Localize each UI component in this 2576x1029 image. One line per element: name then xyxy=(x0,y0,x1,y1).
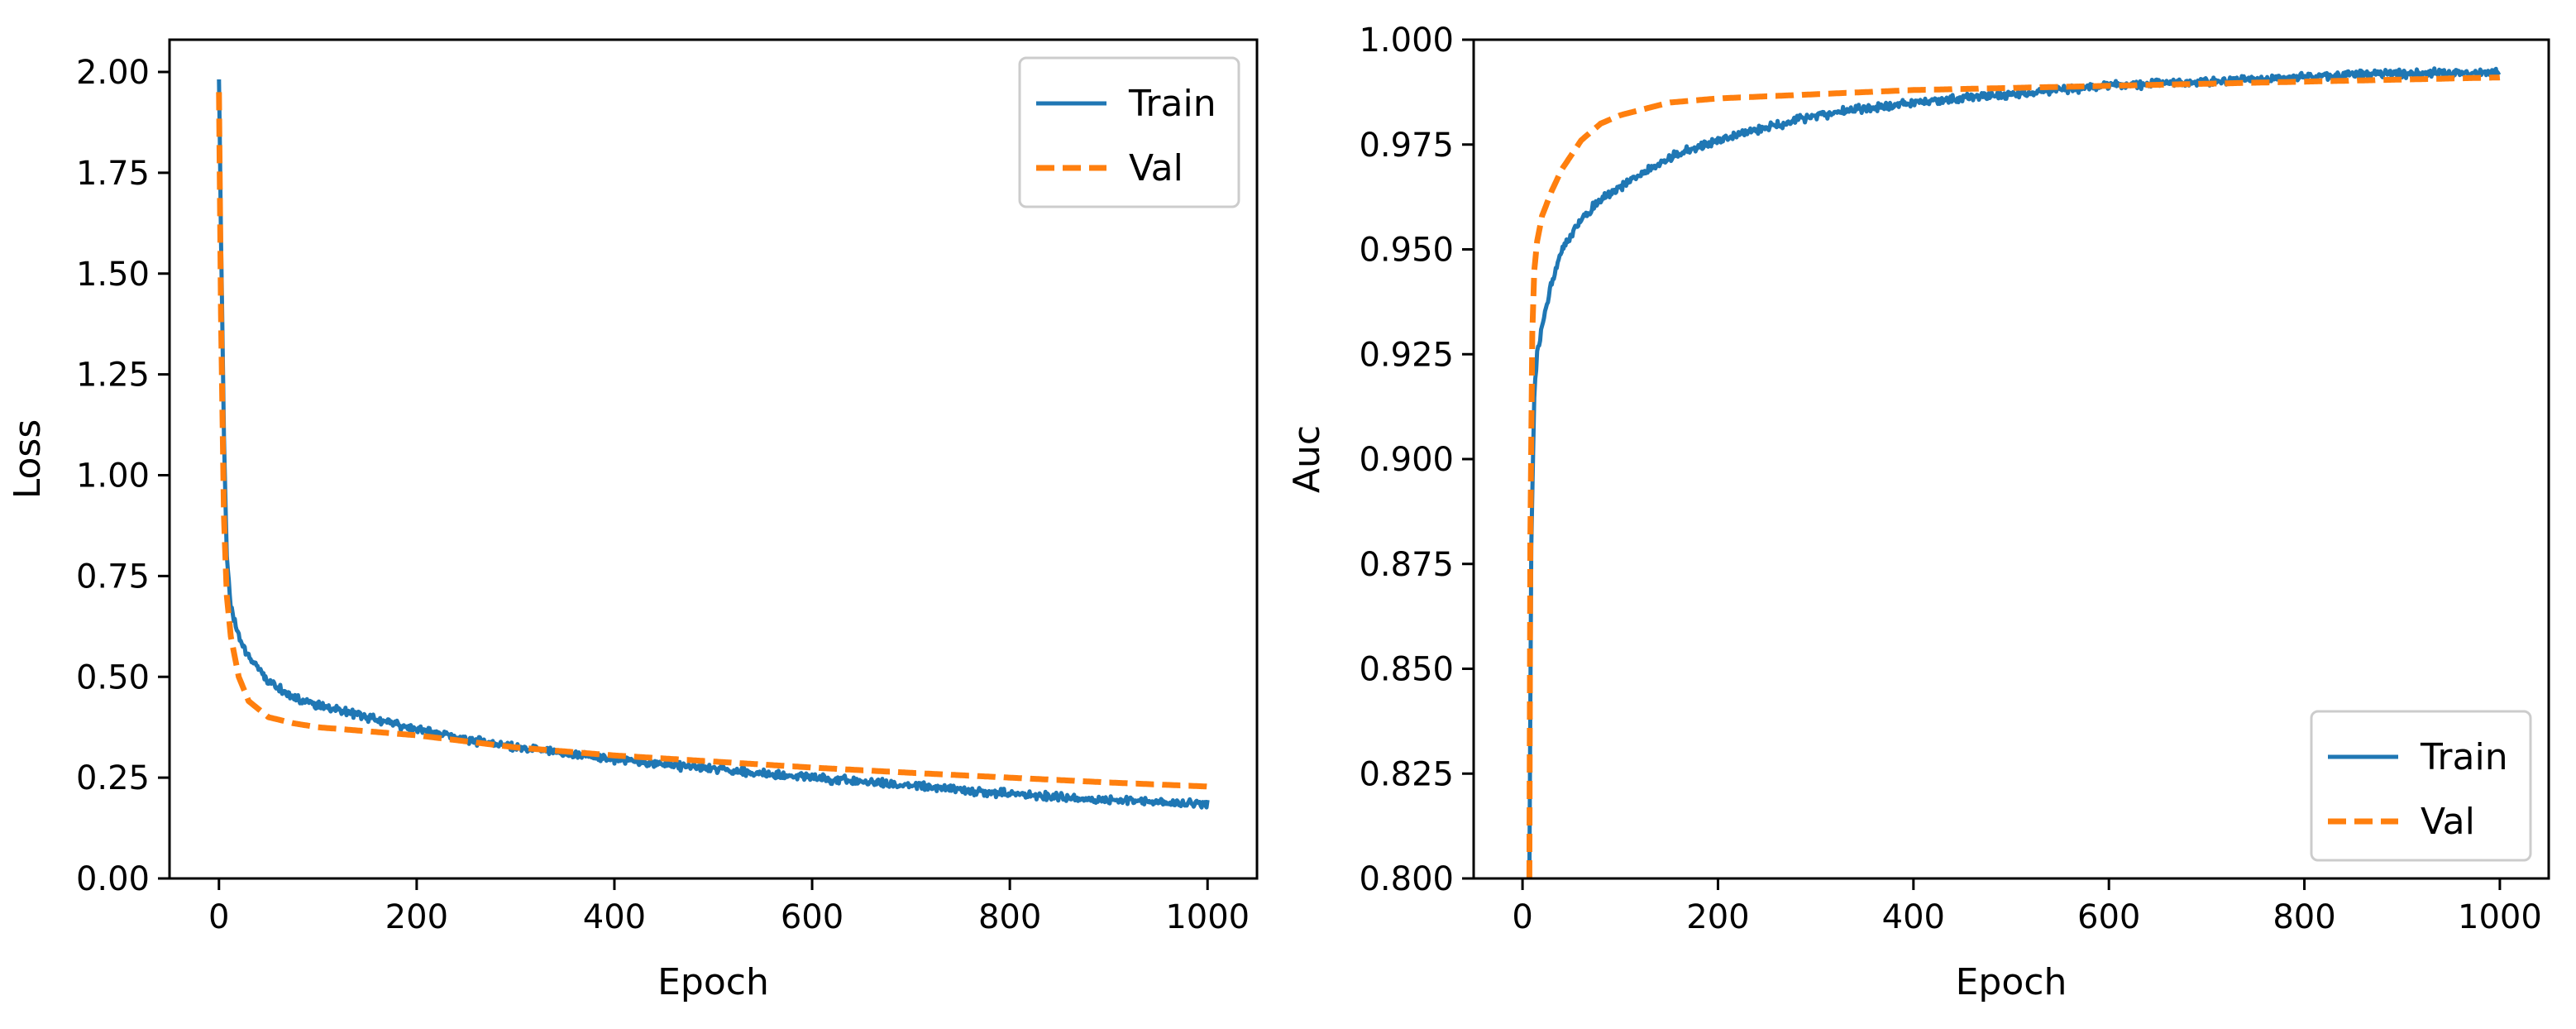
x-tick-label: 400 xyxy=(583,898,646,936)
x-axis-title: Epoch xyxy=(657,961,769,1003)
y-axis-title: Auc xyxy=(1286,425,1328,493)
x-tick-label: 0 xyxy=(1512,898,1532,936)
axes-frame xyxy=(168,38,1259,880)
x-tick-label: 600 xyxy=(781,898,844,936)
y-tick-label: 1.75 xyxy=(76,155,150,193)
y-tick-label: 0.900 xyxy=(1359,441,1454,479)
y-tick-label: 0.25 xyxy=(76,759,150,797)
y-tick-label: 1.50 xyxy=(76,256,150,294)
series-line-train xyxy=(217,79,1210,810)
legend-label-train: Train xyxy=(2420,736,2508,778)
y-tick-label: 0.75 xyxy=(76,558,150,596)
y-tick-label: 0.950 xyxy=(1359,232,1454,270)
plot-area xyxy=(1526,66,2502,878)
x-tick-label: 400 xyxy=(1882,898,1945,936)
y-tick-label: 0.825 xyxy=(1359,755,1454,793)
x-tick-label: 1000 xyxy=(1165,898,1250,936)
y-tick-label: 0.850 xyxy=(1359,651,1454,689)
legend: Train Val xyxy=(2310,710,2532,862)
y-tick-label: 0.925 xyxy=(1359,336,1454,374)
plot-area xyxy=(216,79,1210,810)
legend-label-val: Val xyxy=(1129,147,1183,189)
y-tick-label: 1.00 xyxy=(76,457,150,495)
x-tick-label: 1000 xyxy=(2458,898,2542,936)
chart-0: 0 200 400 600 800 1000 0.00 0.25 0.50 0.75 1.00 1.2… xyxy=(7,38,1259,1003)
chart-1: 0 200 400 600 800 1000 0.800 0.825 0.850 0.875 0.9… xyxy=(1286,22,2550,1003)
y-tick-label: 1.25 xyxy=(76,357,150,395)
y-tick-label: 2.00 xyxy=(76,54,150,92)
y-tick-label: 0.00 xyxy=(76,860,150,898)
x-tick-label: 200 xyxy=(385,898,448,936)
series-line-val xyxy=(1526,74,2502,878)
y-axis-title: Loss xyxy=(7,419,49,500)
y-tick-label: 0.975 xyxy=(1359,127,1454,165)
x-tick-label: 600 xyxy=(2077,898,2140,936)
series-line-train xyxy=(1527,66,2502,878)
y-tick-label: 0.50 xyxy=(76,658,150,696)
x-tick-label: 800 xyxy=(978,898,1041,936)
x-axis-title: Epoch xyxy=(1956,961,2067,1003)
y-tick-label: 0.875 xyxy=(1359,546,1454,584)
series-line-val xyxy=(216,92,1210,790)
y-tick-label: 0.800 xyxy=(1359,860,1454,898)
legend: Train Val xyxy=(1018,56,1240,208)
y-tick-label: 1.000 xyxy=(1359,22,1454,60)
x-tick-label: 800 xyxy=(2273,898,2335,936)
legend-label-val: Val xyxy=(2421,801,2475,843)
x-tick-label: 0 xyxy=(208,898,229,936)
x-tick-label: 200 xyxy=(1686,898,1749,936)
legend-label-train: Train xyxy=(1128,83,1216,125)
